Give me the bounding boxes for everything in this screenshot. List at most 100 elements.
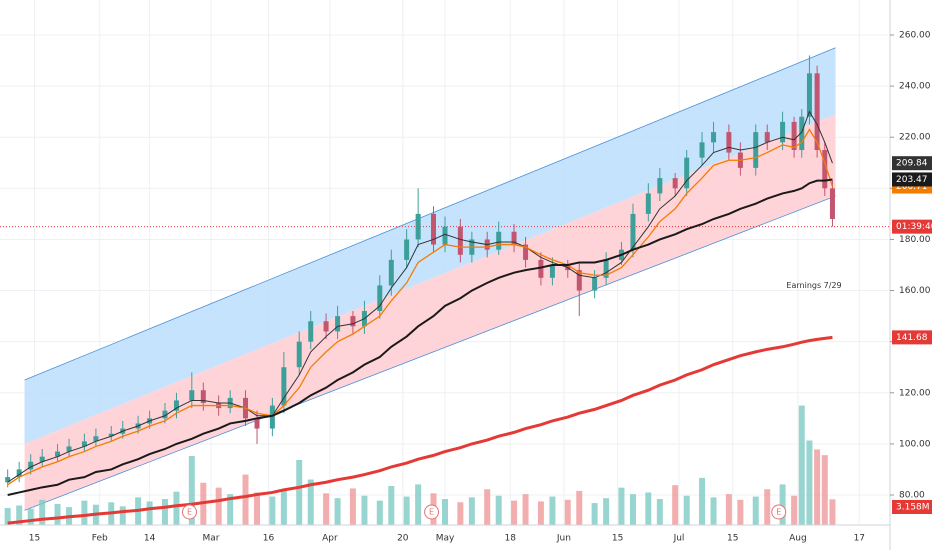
x-tick-label: 15 bbox=[727, 534, 738, 544]
candle-body bbox=[350, 316, 356, 327]
event-marker bbox=[182, 504, 198, 520]
ma-line bbox=[7, 110, 833, 483]
candle-body bbox=[672, 178, 678, 189]
volume-bar bbox=[725, 494, 732, 525]
x-tick-label: Mar bbox=[202, 534, 219, 544]
candle-body bbox=[108, 433, 114, 437]
x-tick-label: 20 bbox=[397, 534, 409, 544]
candle-body bbox=[415, 213, 421, 240]
volume-bar bbox=[511, 500, 518, 525]
candle-body bbox=[39, 456, 45, 462]
candle-body bbox=[496, 231, 502, 250]
candle-body bbox=[753, 132, 759, 168]
channel-upper bbox=[24, 47, 836, 444]
volume-bar bbox=[591, 503, 598, 525]
candle-body bbox=[404, 239, 410, 260]
volume-bar bbox=[81, 500, 88, 525]
volume-bar bbox=[522, 494, 529, 525]
ma-line bbox=[7, 178, 833, 496]
candle-body bbox=[173, 400, 179, 411]
candle-body bbox=[16, 469, 22, 478]
candle-body bbox=[28, 461, 34, 470]
price-badge-label: 01:39:40 bbox=[896, 222, 932, 232]
candle-body bbox=[55, 451, 61, 457]
candle-body bbox=[576, 270, 582, 291]
candle-body bbox=[254, 418, 260, 429]
volume-badge-label: 3.158M bbox=[896, 503, 930, 513]
volume-bar bbox=[656, 499, 663, 525]
volume-bar bbox=[280, 490, 287, 525]
candle-body bbox=[780, 121, 786, 143]
volume-bar bbox=[403, 496, 410, 525]
x-tick-label: 17 bbox=[854, 534, 865, 544]
volume-bar bbox=[806, 440, 813, 525]
event-label: E bbox=[429, 508, 434, 517]
volume-bar bbox=[388, 486, 395, 525]
candle-body bbox=[296, 341, 302, 368]
volume-bar bbox=[54, 503, 61, 525]
candle-body bbox=[799, 116, 805, 150]
candle-body bbox=[538, 259, 544, 278]
volume-bar bbox=[16, 505, 23, 525]
candle-body bbox=[511, 231, 517, 245]
volume-bar bbox=[484, 489, 491, 525]
volume-bar bbox=[146, 501, 153, 525]
volume-bar bbox=[4, 507, 11, 525]
candle-body bbox=[764, 132, 770, 143]
candle-body bbox=[726, 132, 732, 153]
volume-bar bbox=[764, 489, 771, 525]
price-badge bbox=[892, 219, 932, 234]
candle-body bbox=[377, 285, 383, 311]
x-tick-label: 15 bbox=[612, 534, 623, 544]
x-tick-label: 14 bbox=[144, 534, 156, 544]
event-label: E bbox=[187, 508, 192, 517]
price-badge-label: 209.84 bbox=[896, 159, 928, 169]
volume-bar bbox=[798, 405, 805, 525]
x-tick-label: Jul bbox=[673, 534, 685, 544]
volume-bar bbox=[161, 499, 168, 525]
y-tick-label: 80.00 bbox=[899, 491, 925, 501]
volume-bar bbox=[645, 492, 652, 525]
plot-area: E E E Earnings 7/29 bbox=[0, 0, 890, 525]
candle-body bbox=[806, 73, 812, 117]
volume-bar bbox=[215, 487, 222, 525]
volume-bar bbox=[603, 498, 610, 525]
y-tick-label: 260.00 bbox=[899, 31, 931, 41]
candle-body bbox=[200, 390, 206, 403]
candle-body bbox=[829, 188, 835, 219]
volume-bar bbox=[564, 499, 571, 525]
axes: 15 Feb 14 Mar 16 Apr 20 May 18 Jun 15 Jul 15 Aug 17 80.… bbox=[29, 31, 932, 544]
candle-body bbox=[281, 367, 287, 406]
volume-bar bbox=[173, 491, 180, 525]
candle-body bbox=[442, 226, 448, 245]
volume-bar bbox=[699, 477, 706, 525]
y-tick-label: 240.00 bbox=[899, 82, 931, 92]
x-tick-label: Feb bbox=[92, 534, 108, 544]
volume-bar bbox=[27, 508, 34, 525]
volume-bar bbox=[821, 455, 828, 525]
volume-bar bbox=[710, 497, 717, 525]
candle-body bbox=[388, 259, 394, 286]
price-badge-label: 141.68 bbox=[896, 333, 928, 343]
candle-body bbox=[308, 321, 314, 342]
candle-body bbox=[457, 226, 463, 255]
volume-bar bbox=[39, 499, 46, 525]
ma-line bbox=[7, 335, 833, 525]
volume-bar bbox=[737, 499, 744, 525]
volume-bar bbox=[618, 487, 625, 525]
candle-body bbox=[93, 436, 99, 442]
candle-body bbox=[630, 213, 636, 250]
volume-bar bbox=[307, 479, 314, 525]
candle-body bbox=[603, 259, 609, 278]
volume-bar bbox=[791, 495, 798, 525]
candle-body bbox=[81, 441, 87, 447]
price-badge-label: 200.71 bbox=[896, 182, 928, 192]
x-tick-label: 15 bbox=[29, 534, 40, 544]
volume-bar bbox=[323, 493, 330, 525]
candle-body bbox=[523, 244, 529, 260]
y-tick-label: 220.00 bbox=[899, 133, 931, 143]
volume-bar bbox=[227, 494, 234, 525]
y-tick-label: 180.00 bbox=[899, 235, 931, 245]
candle-body bbox=[269, 405, 275, 429]
